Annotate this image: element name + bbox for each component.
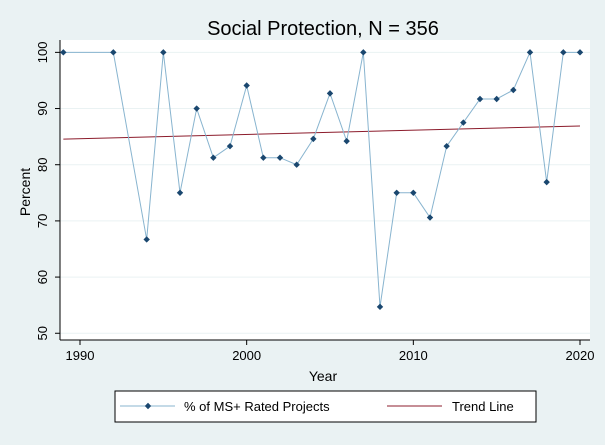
trend-line bbox=[63, 125, 581, 140]
plot-area bbox=[60, 40, 590, 340]
y-tick-label: 90 bbox=[35, 101, 50, 115]
data-point bbox=[143, 236, 150, 243]
data-point bbox=[543, 178, 550, 186]
data-point bbox=[393, 189, 400, 197]
legend: % of MS+ Rated Projects Trend Line bbox=[114, 390, 537, 423]
legend-label-series: % of MS+ Rated Projects bbox=[184, 399, 330, 414]
data-point bbox=[426, 214, 434, 221]
data-point bbox=[343, 137, 350, 145]
data-point bbox=[226, 142, 234, 150]
data-point bbox=[476, 95, 484, 103]
data-point bbox=[210, 154, 217, 161]
data-point bbox=[243, 82, 250, 89]
x-tick-label: 2010 bbox=[399, 348, 428, 363]
data-point bbox=[110, 49, 117, 56]
legend-box bbox=[114, 390, 537, 423]
data-point bbox=[60, 49, 67, 56]
data-point bbox=[310, 135, 317, 143]
data-point bbox=[160, 49, 167, 56]
y-tick-label: 80 bbox=[35, 157, 50, 171]
y-axis-label: Percent bbox=[17, 168, 33, 216]
data-point bbox=[410, 189, 417, 197]
data-point bbox=[293, 161, 300, 168]
data-point bbox=[560, 49, 567, 56]
data-point bbox=[360, 49, 367, 56]
data-point bbox=[376, 303, 384, 311]
y-tick-label: 70 bbox=[35, 214, 50, 228]
y-axis-ticks: 50 60 70 80 90 100 bbox=[35, 42, 60, 340]
data-point bbox=[176, 189, 184, 197]
data-point bbox=[493, 95, 500, 103]
data-point bbox=[576, 49, 584, 56]
y-tick-label: 100 bbox=[35, 42, 50, 64]
data-point bbox=[460, 119, 467, 126]
data-point bbox=[443, 142, 450, 150]
x-axis-ticks: 1990 2000 2010 2020 bbox=[66, 340, 595, 363]
x-tick-label: 2000 bbox=[232, 348, 261, 363]
data-point bbox=[326, 90, 334, 97]
x-tick-label: 1990 bbox=[66, 348, 95, 363]
x-axis-label: Year bbox=[309, 368, 338, 384]
data-point bbox=[193, 105, 200, 112]
legend-marker-series bbox=[144, 402, 152, 410]
data-point bbox=[260, 154, 267, 161]
x-tick-label: 2020 bbox=[566, 348, 595, 363]
series-marks bbox=[60, 49, 584, 311]
data-point bbox=[510, 86, 517, 94]
y-tick-label: 50 bbox=[35, 326, 50, 340]
data-point bbox=[276, 154, 284, 161]
y-tick-label: 60 bbox=[35, 270, 50, 284]
data-point bbox=[526, 49, 534, 56]
chart-title: Social Protection, N = 356 bbox=[207, 18, 439, 40]
legend-label-trend: Trend Line bbox=[452, 399, 514, 414]
